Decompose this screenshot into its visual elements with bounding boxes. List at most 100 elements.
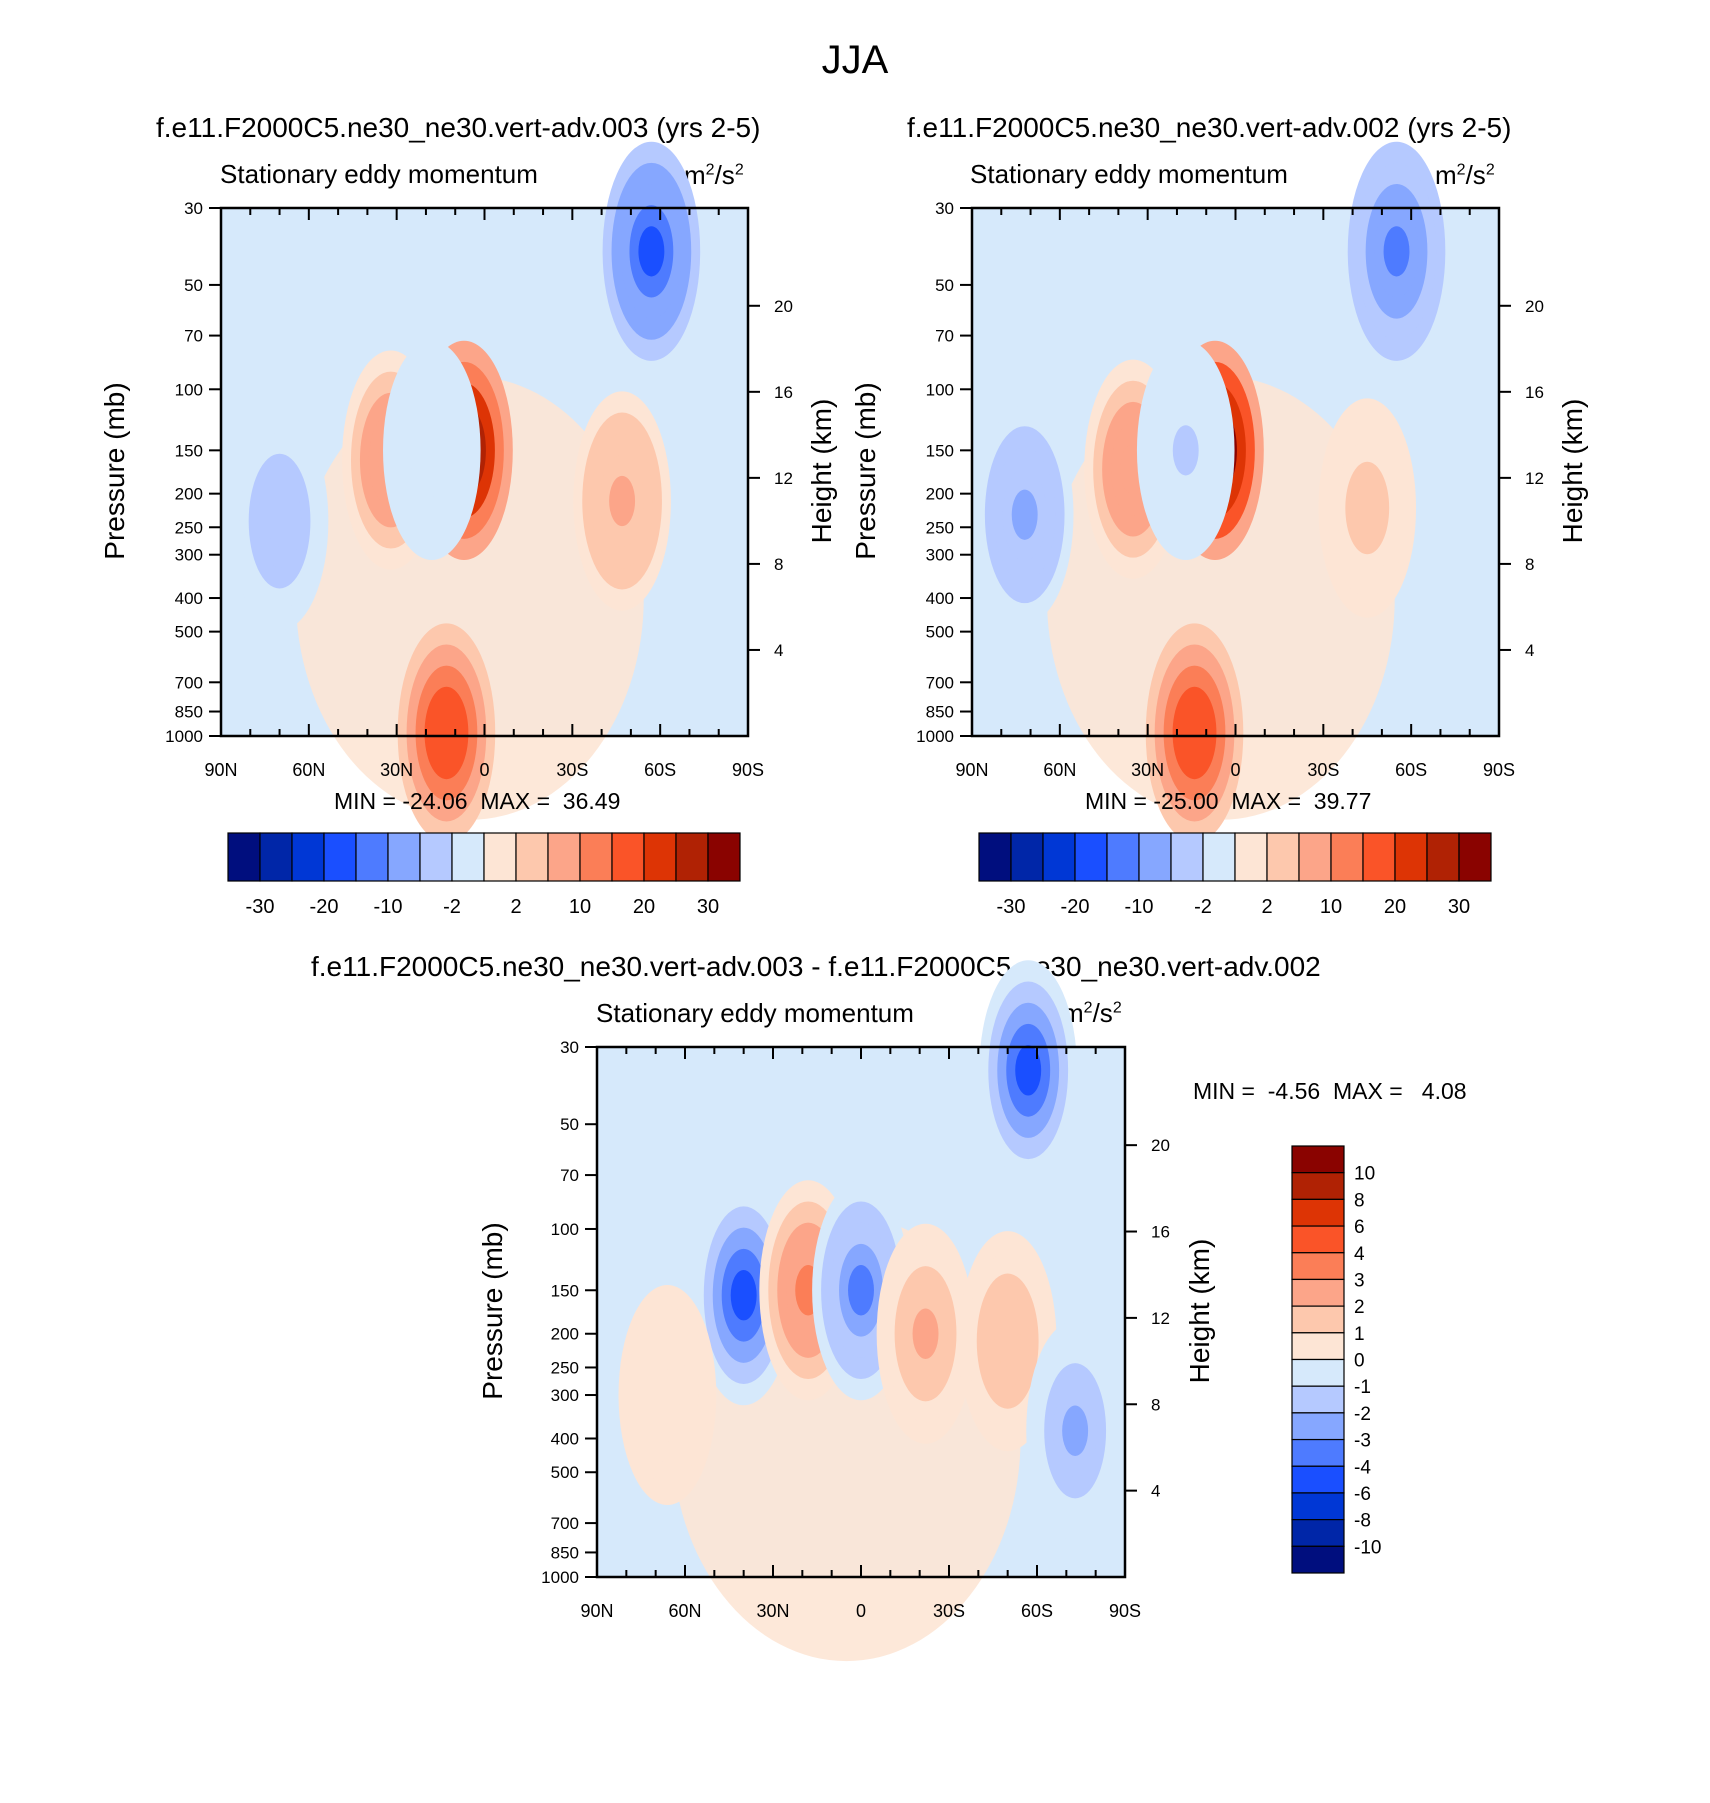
y-tick-label: 150 — [175, 441, 203, 460]
contour-nh-positive-lobe-0 — [1084, 359, 1182, 579]
y-tick-label: 500 — [926, 623, 954, 642]
contour-sh-positive-lobe-3 — [1345, 461, 1390, 555]
x-tick-label: 60N — [292, 760, 325, 780]
colorbar-label: -20 — [310, 896, 339, 918]
colorbar-swatch — [611, 832, 645, 882]
colorbar-label: 4 — [1354, 1244, 1365, 1265]
contour-nh-high-lat-negative-0 — [230, 411, 329, 631]
contour-nh-high-lat-negative-2 — [993, 447, 1056, 583]
contour-sh-positive-lobe-0 — [573, 391, 671, 611]
contour-nh-high-lat-positive-4 — [654, 1369, 681, 1421]
colorbar-swatch — [1266, 832, 1300, 882]
y-tick-label: 70 — [184, 327, 203, 346]
y-tick-label: 200 — [175, 485, 203, 504]
x-tick-label: 30N — [1131, 760, 1164, 780]
contour-equatorial-negative-0 — [812, 1180, 910, 1401]
plot-frame — [970, 206, 1501, 738]
contour-subtropical-jet-core-2 — [1184, 382, 1246, 518]
colorbar-label: 0 — [1354, 1351, 1365, 1372]
y-tick-label: 1000 — [165, 727, 203, 746]
contour-sh-positive-2 — [894, 1266, 957, 1402]
background-positive-band — [1046, 376, 1395, 820]
x-tick-label: 60S — [1021, 1601, 1053, 1621]
contour-nh-high-lat-negative-4 — [266, 495, 293, 547]
contour-subtropical-jet-core-4 — [1202, 425, 1228, 476]
colorbar-swatch — [1291, 1492, 1345, 1521]
y2-tick-label: 12 — [774, 469, 793, 488]
contour-nh-narrow-negative-3 — [1163, 404, 1208, 497]
y2-tick-label: 4 — [774, 641, 783, 660]
contour-nh-narrow-negative-3 — [409, 404, 454, 497]
background-positive-band — [295, 376, 644, 820]
contour-sh-positive-3 — [903, 1287, 948, 1381]
contour-nh-high-lat-positive-1 — [627, 1306, 708, 1484]
colorbar-swatch — [675, 832, 709, 882]
colorbar-swatch — [1291, 1278, 1345, 1307]
colorbar-label: -6 — [1354, 1484, 1371, 1505]
contour-nh-negative-dipole-2 — [712, 1227, 775, 1363]
y2-tick-label: 12 — [1151, 1309, 1170, 1328]
colorbar-swatch — [419, 832, 453, 882]
y-tick-label: 250 — [551, 1358, 579, 1377]
colorbar-swatch — [1291, 1225, 1345, 1254]
contour-sh-positive-lobe-1 — [1327, 419, 1408, 597]
contour-subtropical-jet-core-1 — [424, 361, 504, 539]
contour-nh-narrow-negative-4 — [1172, 425, 1199, 476]
contour-boundary-layer-positive-3 — [424, 686, 469, 780]
contour-sh-midlat-positive-3 — [985, 1294, 1030, 1388]
y-axis-title: Pressure (mb) — [850, 382, 881, 560]
colorbar-swatch — [1291, 1332, 1345, 1361]
contour-sh-positive-lobe-2 — [591, 433, 653, 569]
y2-axis-title: Height (km) — [1557, 398, 1588, 544]
colorbar-swatch — [1138, 832, 1172, 882]
colorbar-swatch — [1330, 832, 1364, 882]
y-tick-label: 250 — [926, 518, 954, 537]
colorbar-label: 2 — [510, 896, 521, 918]
colorbar-label: -10 — [374, 896, 403, 918]
contour-subtropical-jet-core-1 — [1175, 361, 1255, 539]
plot-frame — [595, 1045, 1127, 1579]
contour-sh-strat-negative-3 — [1006, 1023, 1051, 1117]
colorbar-swatch — [1291, 1172, 1345, 1200]
min-max-readout: MIN = -24.06 MAX = 36.49 — [334, 788, 621, 814]
contour-nh-positive-dipole-3 — [786, 1243, 831, 1337]
contour-boundary-layer-positive-4 — [433, 707, 460, 759]
contour-nh-high-lat-negative-3 — [257, 474, 302, 568]
y2-tick-label: 20 — [1525, 297, 1544, 316]
y2-axis-title: Height (km) — [1184, 1238, 1215, 1384]
contour-nh-high-lat-negative-1 — [239, 432, 320, 610]
plot-background — [972, 208, 1499, 736]
colorbar-swatch — [1291, 1198, 1345, 1227]
y-tick-label: 30 — [184, 199, 203, 218]
x-tick-label: 90S — [732, 760, 764, 780]
colorbar-swatch — [978, 832, 1012, 882]
colorbar-swatch — [451, 832, 485, 882]
colorbar-swatch — [547, 832, 581, 882]
colorbar-label: 20 — [633, 896, 655, 918]
colorbar-swatch — [1042, 832, 1076, 882]
plot-background — [597, 1047, 1125, 1577]
y-axis-title: Pressure (mb) — [477, 1222, 508, 1400]
x-tick-label: 90N — [204, 760, 237, 780]
colorbar-swatch — [1291, 1385, 1345, 1414]
contour-nh-narrow-negative-2 — [400, 382, 463, 518]
contour-nh-positive-lobe-3 — [1111, 422, 1155, 516]
contour-boundary-layer-positive-4 — [1181, 707, 1208, 759]
x-tick-label: 30S — [556, 760, 588, 780]
y-tick-label: 400 — [551, 1430, 579, 1449]
y-tick-label: 400 — [926, 589, 954, 608]
contour-sh-midlat-positive-2 — [976, 1273, 1039, 1409]
y2-tick-label: 16 — [774, 383, 793, 402]
panel-units: m2/s2 — [684, 160, 744, 190]
colorbar-swatch — [707, 832, 741, 882]
y-tick-label: 300 — [551, 1386, 579, 1405]
contour-sh-positive-lobe-0 — [1318, 398, 1417, 618]
colorbar-label: 10 — [1320, 896, 1342, 918]
colorbar-label: -2 — [1354, 1404, 1371, 1425]
colorbar-swatch — [1291, 1358, 1345, 1387]
colorbar-swatch — [1291, 1519, 1345, 1547]
contour-sh-strat-negative-2 — [997, 1002, 1060, 1138]
y-tick-label: 850 — [926, 703, 954, 722]
x-tick-label: 30N — [380, 760, 413, 780]
